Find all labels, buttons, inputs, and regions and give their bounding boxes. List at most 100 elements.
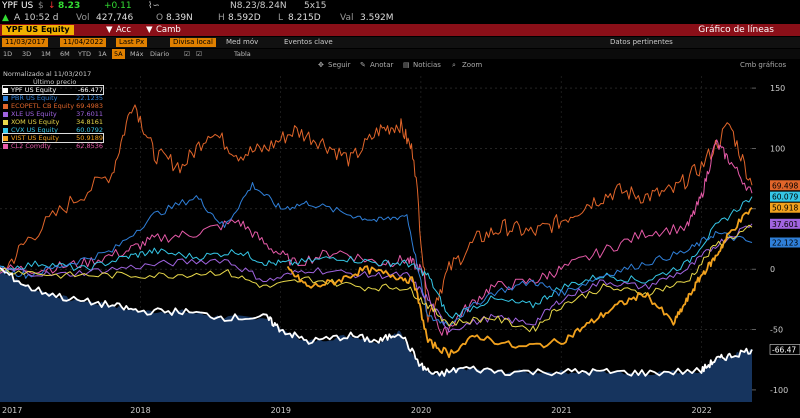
legend-value: 50.9189 [76, 134, 103, 142]
start-date-field[interactable]: 11/03/2017 [2, 38, 49, 47]
value-label: 60.079 [772, 193, 798, 202]
noticias-button[interactable]: Noticias [413, 61, 441, 69]
x-tick-label: 2021 [551, 406, 572, 415]
acc-menu-icon[interactable]: ▼ [106, 25, 113, 35]
legend-value: 62.8536 [76, 142, 103, 150]
val-label: Val [340, 13, 354, 23]
currency-selector[interactable]: Divisa local [170, 38, 216, 47]
eventos-toggle[interactable]: Eventos clave [284, 38, 333, 46]
legend-name: XOM US Equity [11, 118, 60, 126]
legend-swatch [3, 120, 8, 125]
checkbox-1[interactable]: ☑ [184, 50, 190, 58]
bid-ask-size: 5x15 [304, 1, 327, 11]
anotar-button[interactable]: Anotar [370, 61, 394, 69]
legend-value: 60.0792 [76, 126, 103, 134]
field-selector[interactable]: Last Px [116, 38, 148, 47]
series-line-vist [286, 207, 753, 359]
end-date-field[interactable]: 11/04/2022 [60, 38, 107, 47]
legend-item[interactable]: ECOPETL CB Equity 69.4983 [3, 102, 103, 110]
legend-swatch [3, 104, 8, 109]
sparkline-icon: ⌇∽ [148, 1, 160, 11]
legend-swatch [3, 144, 8, 149]
legend-name: ECOPETL CB Equity [11, 102, 75, 110]
legend: Normalizado al 11/03/2017 Último precio … [2, 70, 104, 150]
period-1m[interactable]: 1M [41, 50, 51, 58]
chart-toolbar: ✥ Seguir ✎ Anotar ▤ Noticias ⌕ Zoom Cmb … [0, 60, 800, 70]
period-1d[interactable]: 1D [3, 50, 13, 58]
currency-label: $ [38, 1, 44, 11]
period-5a[interactable]: 5A [112, 49, 125, 59]
legend-name: CVX US Equity [11, 126, 59, 134]
legend-item[interactable]: CL2 Comdty 62.8536 [3, 142, 103, 150]
value-label: 69.498 [772, 181, 798, 190]
acc-menu[interactable]: Acc [116, 25, 132, 35]
legend-swatch [3, 96, 8, 101]
up-arrow-icon: ▲ [2, 13, 9, 23]
seguir-button[interactable]: Seguir [328, 61, 351, 69]
vol-value: 427,746 [96, 13, 134, 23]
period-max[interactable]: Máx [130, 50, 144, 58]
zoom-button[interactable]: Zoom [462, 61, 483, 69]
datos-toggle[interactable]: Datos pertinentes [610, 38, 673, 46]
y-tick-label: 150 [770, 84, 785, 93]
med-mov-toggle[interactable]: Med móv [226, 38, 259, 46]
y-tick-label: 100 [770, 144, 785, 153]
legend-item[interactable]: YPF US Equity -66.477 [2, 85, 104, 95]
legend-name: PBR US Equity [11, 94, 58, 102]
legend-item[interactable]: VIST US Equity 50.9189 [2, 133, 104, 143]
value-label-box [770, 202, 800, 213]
legend-value: -66.477 [77, 86, 103, 94]
edit-chart-button[interactable]: Cmb gráficos [740, 61, 787, 69]
period-1a[interactable]: 1A [98, 50, 107, 58]
anotar-icon: ✎ [360, 61, 366, 69]
legend-name: XLE US Equity [11, 110, 57, 118]
legend-item[interactable]: PBR US Equity 22.1235 [3, 94, 103, 102]
legend-value: 69.4983 [76, 102, 103, 110]
camb-menu-icon[interactable]: ▼ [146, 25, 153, 35]
chart-type-title: Gráfico de líneas [698, 25, 774, 35]
legend-item[interactable]: XOM US Equity 34.8161 [3, 118, 103, 126]
open-value: 8.39N [166, 13, 193, 23]
high-label: H [218, 13, 225, 23]
ticker-label[interactable]: YPF US [2, 1, 34, 11]
series-line-pbr [0, 182, 753, 327]
date-toolbar: 11/03/2017 11/04/2022 Last Px Divisa loc… [0, 37, 800, 48]
price-change: +0.11 [104, 1, 132, 11]
legend-name: VIST US Equity [11, 134, 60, 142]
y-tick-label: 0 [770, 265, 775, 274]
legend-swatch [3, 128, 8, 133]
camb-menu[interactable]: Camb [156, 25, 181, 35]
legend-item[interactable]: XLE US Equity 37.6011 [3, 110, 103, 118]
table-toggle[interactable]: Tabla [234, 50, 251, 58]
legend-value: 22.1235 [76, 94, 103, 102]
legend-value: 34.8161 [76, 118, 103, 126]
legend-name: CL2 Comdty [11, 142, 51, 150]
y-tick-label: -50 [770, 326, 783, 335]
checkbox-2[interactable]: ☑ [196, 50, 202, 58]
security-field[interactable]: YPF US Equity [2, 25, 74, 35]
val-value: 3.592M [360, 13, 394, 23]
period-3d[interactable]: 3D [22, 50, 32, 58]
value-label-box [770, 218, 800, 229]
period-ytd[interactable]: YTD [78, 50, 91, 58]
y-tick-label: -100 [770, 386, 788, 395]
x-tick-label: 2017 [2, 406, 23, 415]
zoom-icon: ⌕ [452, 61, 456, 69]
value-label: -66.47 [772, 345, 796, 354]
command-bar: YPF US Equity ▼ Acc ▼ Camb Gráfico de lí… [0, 24, 800, 36]
high-value: 8.592D [228, 13, 261, 23]
series-line-cl2 [0, 139, 753, 336]
x-tick-label: 2022 [691, 406, 712, 415]
vol-label: Vol [76, 13, 90, 23]
period-6m[interactable]: 6M [60, 50, 70, 58]
low-label: L [278, 13, 284, 23]
line-chart[interactable]: 150100500-50-10069.49860.07950.91837.601… [0, 70, 800, 404]
x-tick-label: 2020 [410, 406, 432, 415]
last-price: 8.23 [58, 1, 81, 11]
frequency-select[interactable]: Diario [150, 50, 170, 58]
legend-item[interactable]: CVX US Equity 60.0792 [3, 126, 103, 134]
legend-swatch [3, 112, 8, 117]
news-icon: ▤ [403, 61, 410, 69]
value-label-box [770, 237, 800, 248]
stats-bar: ▲ A 10:52 d Vol 427,746 O 8.39N H 8.592D… [0, 12, 800, 24]
